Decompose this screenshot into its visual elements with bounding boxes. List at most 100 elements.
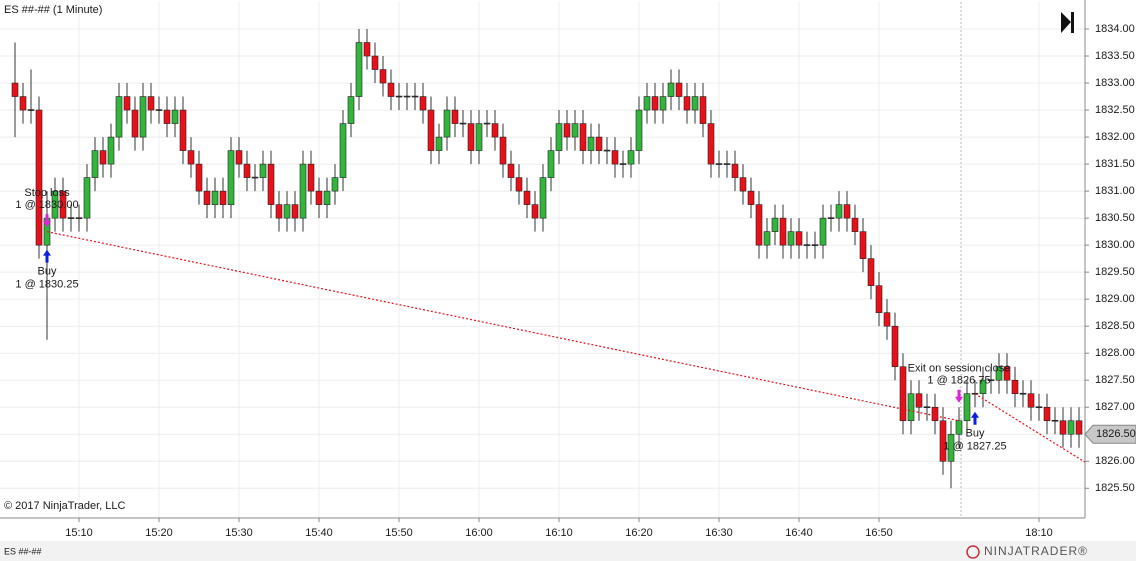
- x-tick-label: 16:20: [625, 527, 653, 539]
- candle-body: [267, 163, 275, 205]
- candle-body: [883, 312, 891, 327]
- last-price-label: 1826.50: [1096, 428, 1136, 440]
- candle-body: [955, 420, 963, 435]
- logo-icon: [966, 545, 980, 559]
- candle-body: [227, 150, 235, 205]
- candle-body: [35, 109, 43, 246]
- candle-body: [835, 204, 843, 219]
- chart-title: ES ##-## (1 Minute): [4, 4, 102, 16]
- play-icon[interactable]: [1061, 12, 1071, 33]
- candle-body: [1019, 392, 1027, 395]
- candle-body: [67, 217, 75, 219]
- candle-body: [299, 163, 307, 219]
- candle-body: [875, 285, 883, 313]
- candle-body: [1035, 406, 1043, 409]
- candle-body: [579, 123, 587, 151]
- instrument-tab[interactable]: ES ##-##: [4, 546, 42, 556]
- buy-arrow: [971, 411, 979, 425]
- candle-body: [139, 96, 147, 138]
- execution-detail: 1 @ 1830.00: [15, 199, 78, 211]
- candle-body: [963, 393, 971, 422]
- y-tick-label: 1832.00: [1095, 131, 1135, 143]
- candle-body: [427, 109, 435, 151]
- candle-body: [275, 204, 283, 219]
- candle-body: [467, 123, 475, 151]
- copyright: © 2017 NinjaTrader, LLC: [4, 500, 125, 512]
- candle-body: [859, 231, 867, 259]
- candle-body: [419, 96, 427, 111]
- candle-body: [1003, 366, 1011, 381]
- candle-body: [907, 393, 915, 422]
- candle-body: [587, 136, 595, 151]
- candle-body: [131, 109, 139, 138]
- execution-detail: 1 @ 1830.25: [15, 279, 78, 291]
- play-icon-bar: [1071, 12, 1074, 33]
- y-tick-label: 1831.00: [1095, 185, 1135, 197]
- candle-body: [459, 122, 467, 125]
- y-tick-label: 1834.00: [1095, 23, 1135, 35]
- candle-body: [203, 190, 211, 205]
- trade-line: [974, 393, 1086, 463]
- candle-body: [1051, 419, 1059, 422]
- candle-body: [531, 204, 539, 219]
- candle-body: [403, 95, 411, 98]
- candle-body: [571, 123, 579, 138]
- candle-body: [251, 176, 259, 179]
- candle-body: [51, 190, 59, 219]
- candle-body: [315, 190, 323, 205]
- execution-detail: 1 @ 1827.25: [943, 441, 1006, 453]
- candle-body: [1043, 406, 1051, 422]
- candle-body: [979, 379, 987, 395]
- candle-body: [827, 217, 835, 219]
- candle-body: [779, 217, 787, 246]
- candle-body: [939, 420, 947, 462]
- candle-body: [843, 204, 851, 219]
- candle-body: [27, 109, 35, 111]
- candle-body: [771, 217, 779, 232]
- y-tick-label: 1827.00: [1095, 401, 1135, 413]
- candle-body: [187, 150, 195, 165]
- candle-body: [123, 96, 131, 111]
- candle-body: [491, 123, 499, 138]
- x-tick-label: 16:30: [705, 527, 733, 539]
- candle-body: [259, 163, 267, 178]
- y-tick-label: 1830.50: [1095, 212, 1135, 224]
- y-tick-label: 1827.50: [1095, 374, 1135, 386]
- buy-arrow: [43, 249, 51, 263]
- candle-body: [547, 150, 555, 178]
- y-tick-label: 1832.50: [1095, 104, 1135, 116]
- candle-body: [515, 177, 523, 192]
- candle-body: [499, 136, 507, 165]
- y-tick-label: 1833.00: [1095, 77, 1135, 89]
- candle-body: [811, 244, 819, 246]
- tab-strip: [0, 541, 1136, 561]
- candle-body: [691, 96, 699, 111]
- candle-body: [283, 204, 291, 219]
- candle-body: [1059, 420, 1067, 435]
- candle-body: [923, 406, 931, 409]
- last-price-tag: [1084, 424, 1136, 444]
- candle-body: [379, 69, 387, 84]
- y-tick-label: 1833.50: [1095, 50, 1135, 62]
- candle-body: [83, 177, 91, 219]
- candle-body: [715, 163, 723, 165]
- candle-body: [539, 177, 547, 219]
- candle-body: [75, 217, 83, 219]
- candle-body: [331, 177, 339, 192]
- candle-body: [603, 149, 611, 152]
- candle-body: [627, 150, 635, 165]
- candle-body: [739, 177, 747, 192]
- candle-body: [763, 231, 771, 246]
- x-tick-label: 18:10: [1025, 527, 1053, 539]
- candle-body: [651, 96, 659, 111]
- candle-body: [339, 123, 347, 178]
- candle-body: [147, 96, 155, 111]
- play-button[interactable]: [1061, 12, 1074, 33]
- x-tick-label: 16:50: [865, 527, 893, 539]
- candle-body: [411, 95, 419, 98]
- candle-body: [155, 109, 163, 111]
- candle-body: [195, 163, 203, 192]
- sell-arrow: [43, 214, 51, 228]
- candle-body: [347, 96, 355, 124]
- candle-body: [99, 150, 107, 165]
